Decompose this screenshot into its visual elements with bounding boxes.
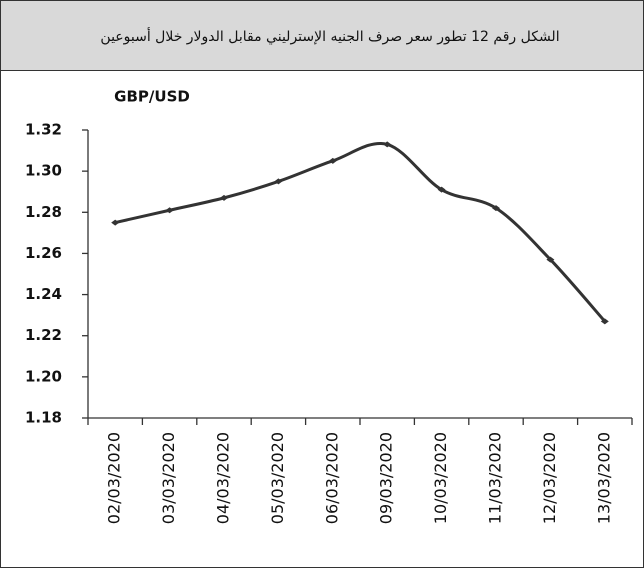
chart-title: الشكل رقم 12 تطور سعر صرف الجنيه الإسترل… — [100, 27, 559, 45]
title-band — [0, 0, 644, 71]
y-tick-label: 1.24 — [25, 285, 62, 303]
y-tick-label: 1.26 — [25, 244, 62, 262]
marker — [274, 178, 283, 185]
x-tick-label: 06/03/2020 — [322, 432, 341, 524]
x-tick-label: 13/03/2020 — [594, 432, 613, 524]
x-tick-label: 11/03/2020 — [486, 432, 505, 524]
y-tick-label: 1.32 — [25, 121, 62, 139]
x-tick-label: 02/03/2020 — [105, 432, 124, 524]
marker — [328, 157, 337, 164]
x-tick-label: 12/03/2020 — [540, 432, 559, 524]
line — [114, 141, 606, 323]
x-tick-label: 03/03/2020 — [159, 432, 178, 524]
x-tick-label: 10/03/2020 — [431, 432, 450, 524]
marker — [600, 318, 609, 325]
y-tick-label: 1.22 — [25, 326, 62, 344]
x-tick-label: 04/03/2020 — [214, 432, 233, 524]
marker — [492, 205, 500, 212]
marker — [111, 219, 120, 226]
marker — [383, 141, 392, 148]
x-tick-label: 05/03/2020 — [268, 432, 287, 524]
marker — [165, 207, 174, 214]
y-tick-label: 1.18 — [25, 409, 62, 427]
y-tick-label: 1.30 — [25, 162, 62, 180]
y-tick-label: 1.28 — [25, 203, 62, 221]
x-tick-label: 09/03/2020 — [377, 432, 396, 524]
marker — [546, 256, 555, 263]
y-axis-label: GBP/USD — [114, 88, 190, 106]
y-tick-label: 1.20 — [25, 367, 62, 385]
marker — [437, 186, 446, 193]
marker — [220, 194, 228, 201]
